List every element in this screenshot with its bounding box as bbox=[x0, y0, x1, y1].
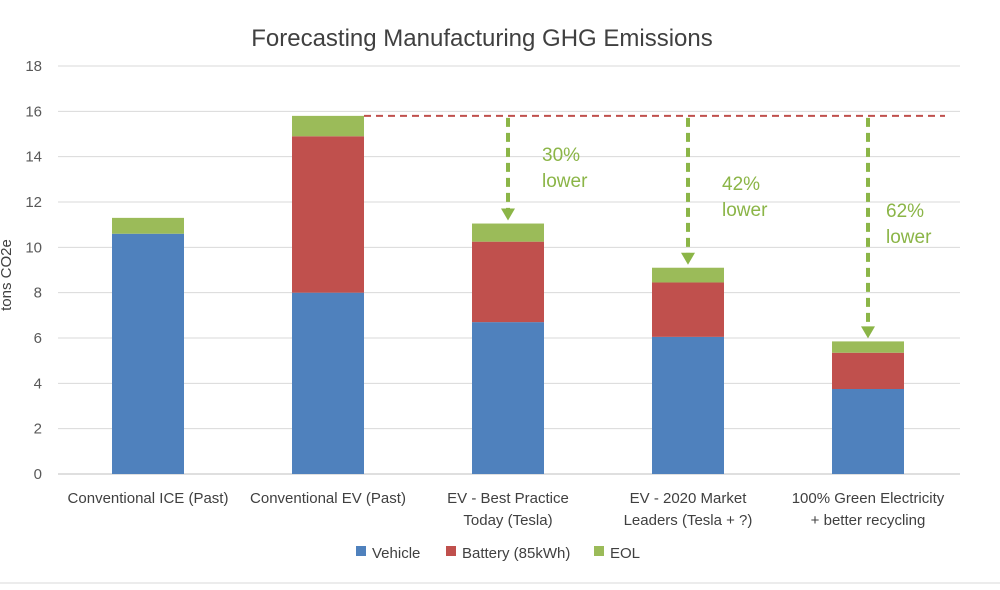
annotation-label: 42% bbox=[722, 174, 760, 195]
bar-segment-vehicle bbox=[832, 389, 904, 474]
chart-title: Forecasting Manufacturing GHG Emissions bbox=[251, 25, 713, 52]
x-category-label: + better recycling bbox=[811, 512, 926, 529]
y-tick-label: 6 bbox=[34, 330, 42, 347]
legend-swatch bbox=[594, 546, 604, 556]
annotation-label: 30% bbox=[542, 145, 580, 166]
y-tick-label: 14 bbox=[25, 149, 42, 166]
x-category-label: Today (Tesla) bbox=[463, 512, 552, 529]
x-category-label: EV - Best Practice bbox=[447, 490, 569, 507]
bar-segment-eol bbox=[652, 267, 724, 283]
bar-segment-battery-85kwh bbox=[832, 352, 904, 389]
y-tick-label: 0 bbox=[34, 466, 42, 483]
y-tick-label: 10 bbox=[25, 239, 42, 256]
legend-label: Vehicle bbox=[372, 545, 420, 562]
annotation-arrows: 30% lower 42% lower 62% lower bbox=[501, 117, 932, 339]
legend: Vehicle Battery (85kWh) EOL bbox=[356, 545, 640, 562]
x-category-label: Leaders (Tesla + ?) bbox=[624, 512, 753, 529]
y-tick-labels: 0 2 4 6 8 10 12 14 16 18 bbox=[25, 58, 42, 483]
bar-segment-eol bbox=[112, 217, 184, 234]
y-tick-label: 16 bbox=[25, 103, 42, 120]
annotation-label: lower bbox=[722, 200, 768, 221]
bar-segment-battery-85kwh bbox=[292, 136, 364, 293]
bar-segment-vehicle bbox=[472, 322, 544, 474]
annotation-arrowhead bbox=[681, 252, 695, 265]
bars bbox=[112, 115, 904, 474]
bar-segment-eol bbox=[292, 115, 364, 137]
bar-segment-battery-85kwh bbox=[472, 241, 544, 323]
y-tick-label: 4 bbox=[34, 375, 42, 392]
bar-segment-vehicle bbox=[652, 336, 724, 474]
legend-swatch bbox=[356, 546, 366, 556]
x-category-label: EV - 2020 Market bbox=[630, 490, 748, 507]
y-tick-label: 8 bbox=[34, 285, 42, 302]
y-tick-label: 2 bbox=[34, 421, 42, 438]
annotation-arrowhead bbox=[501, 208, 515, 221]
x-category-label: Conventional ICE (Past) bbox=[68, 490, 229, 507]
bar-segment-eol bbox=[472, 223, 544, 242]
legend-label: EOL bbox=[610, 545, 640, 562]
legend-swatch bbox=[446, 546, 456, 556]
legend-label: Battery (85kWh) bbox=[462, 545, 570, 562]
annotation-arrowhead bbox=[861, 326, 875, 339]
y-axis-label: tons CO2e bbox=[0, 239, 15, 311]
y-tick-label: 12 bbox=[25, 194, 42, 211]
bar-segment-vehicle bbox=[112, 233, 184, 474]
annotation-label: 62% bbox=[886, 201, 924, 222]
annotation-label: lower bbox=[886, 227, 932, 248]
bar-segment-battery-85kwh bbox=[652, 282, 724, 337]
x-category-label: 100% Green Electricity bbox=[792, 490, 945, 507]
y-tick-label: 18 bbox=[25, 58, 42, 75]
annotation-label: lower bbox=[542, 171, 588, 192]
x-category-label: Conventional EV (Past) bbox=[250, 490, 406, 507]
bar-segment-eol bbox=[832, 341, 904, 353]
bar-segment-vehicle bbox=[292, 292, 364, 474]
x-category-labels: Conventional ICE (Past) Conventional EV (… bbox=[68, 490, 945, 529]
